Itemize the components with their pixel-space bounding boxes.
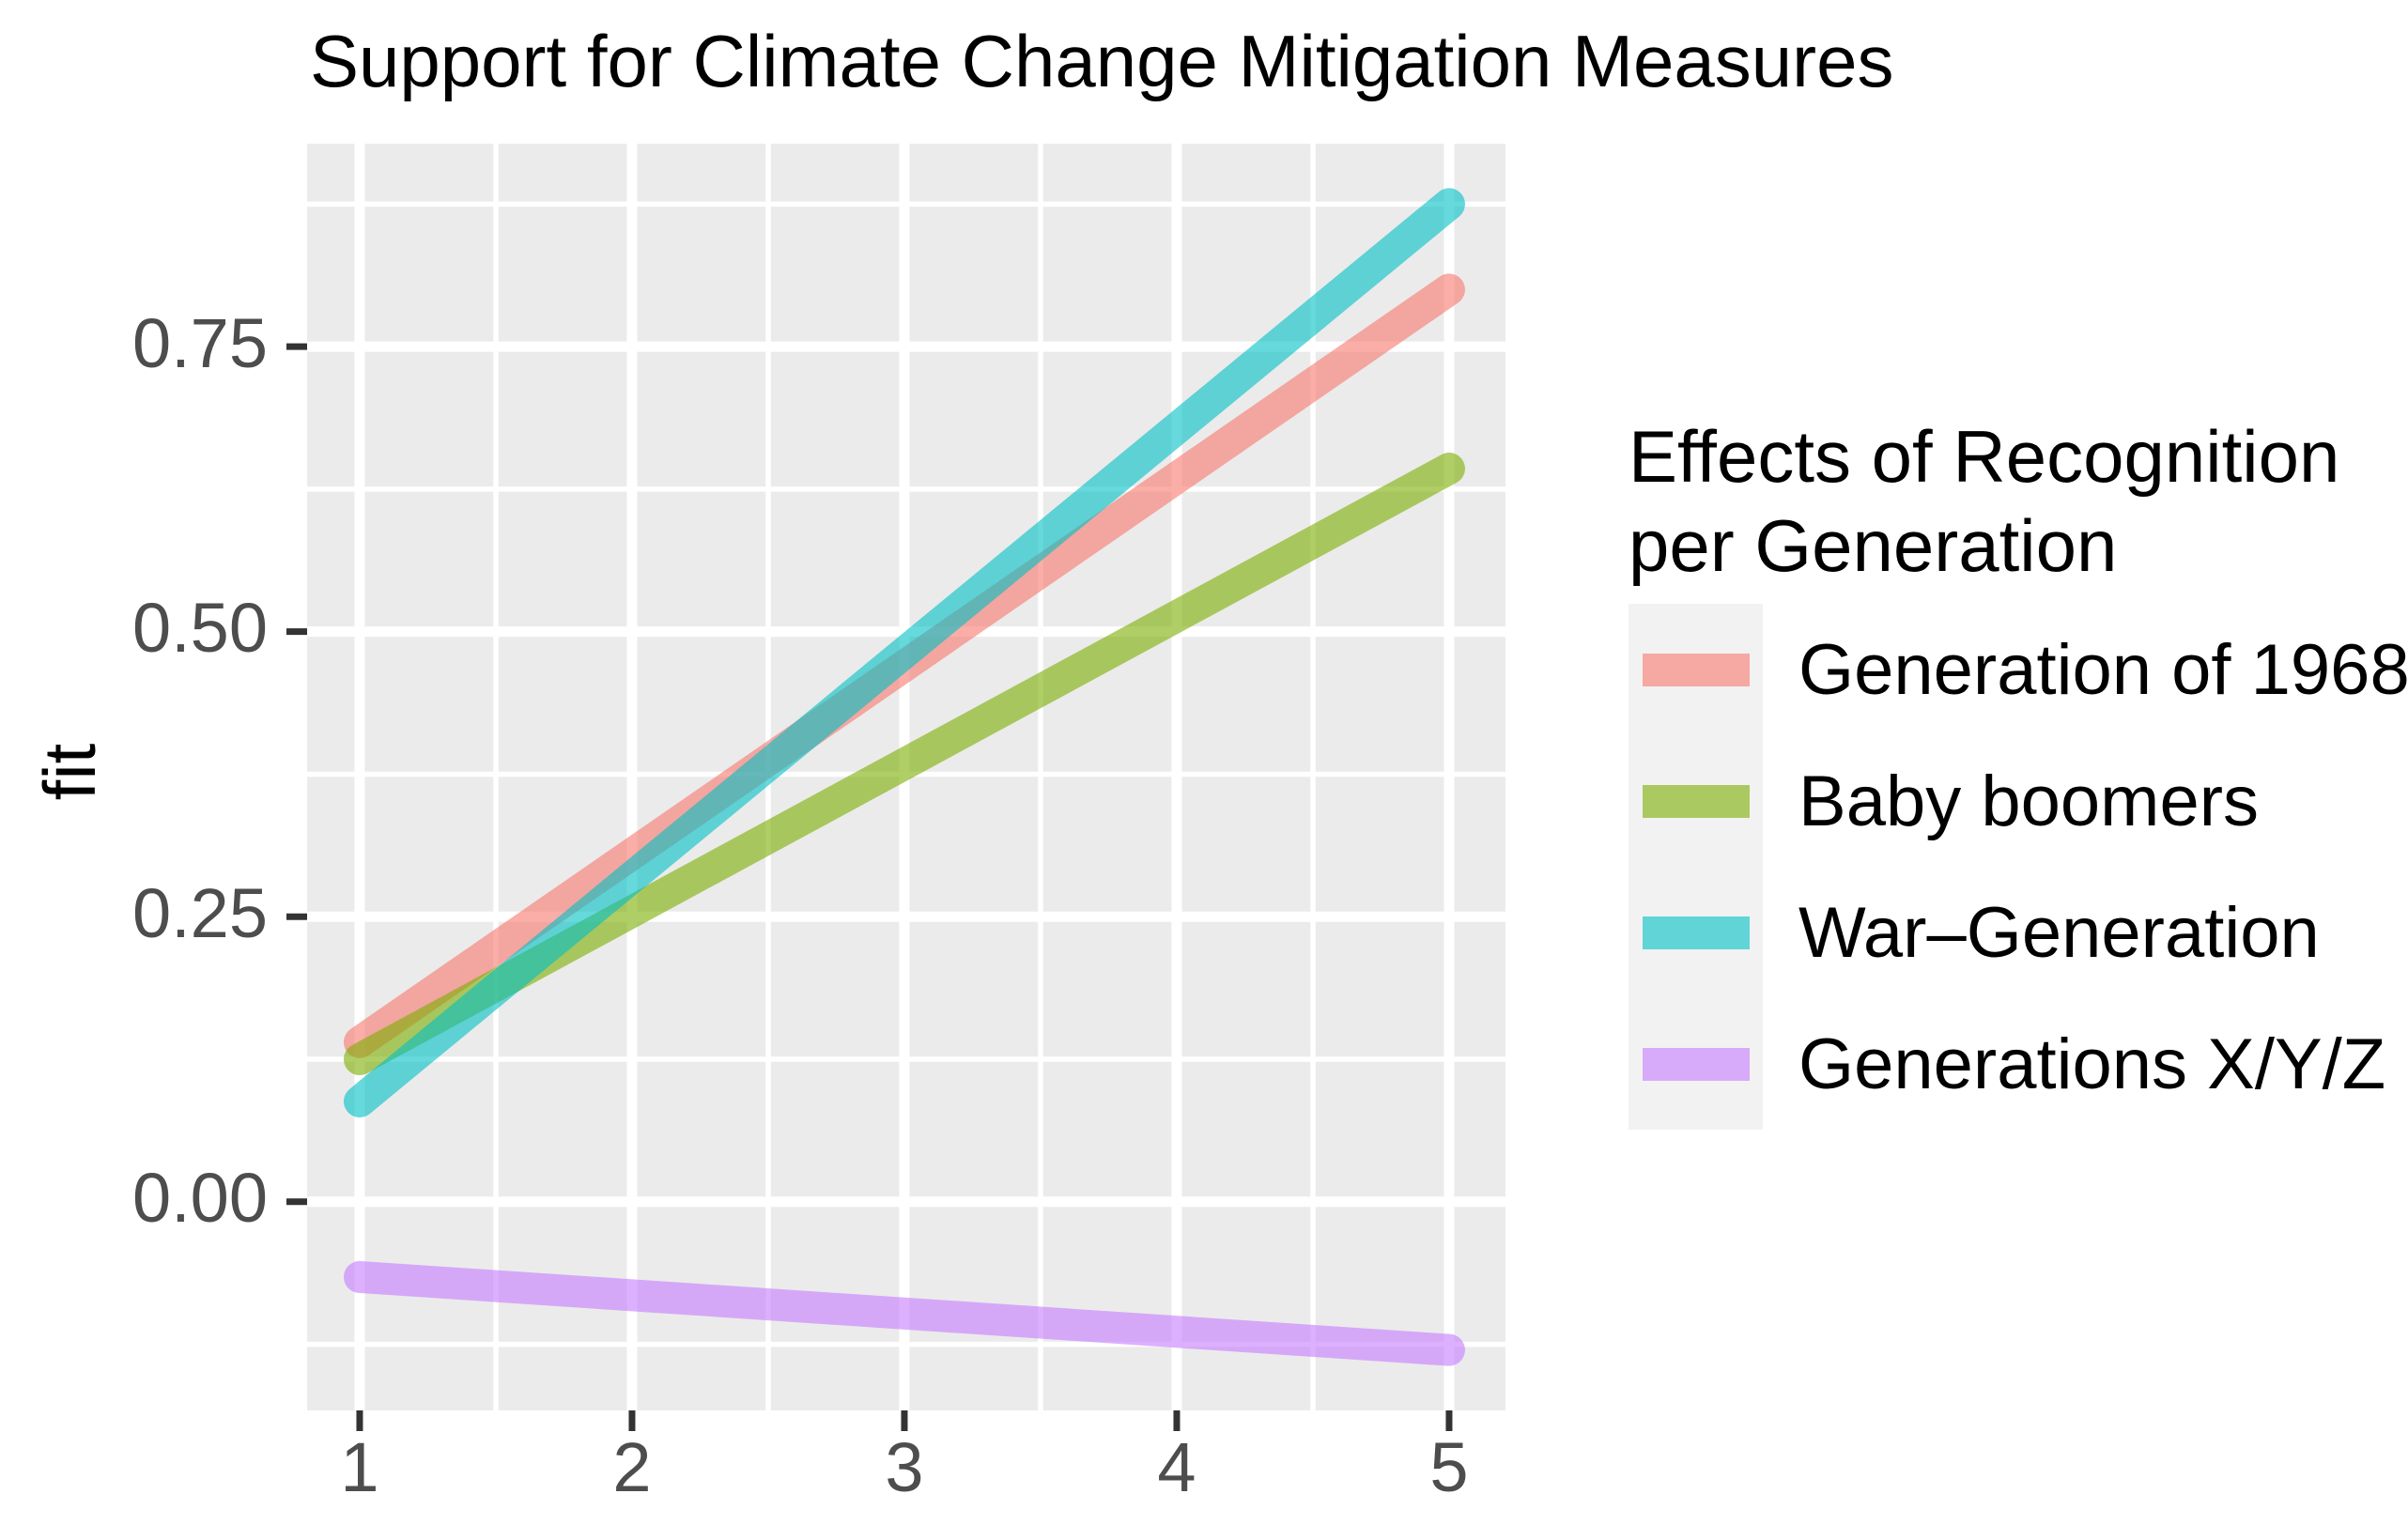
y-tick-label: 0.75 bbox=[131, 303, 268, 382]
legend-swatch-baby-boomers bbox=[1642, 784, 1750, 818]
legend: Effects of Recognition per Generation bbox=[1628, 412, 2339, 591]
legend-label: Baby boomers bbox=[1798, 761, 2260, 841]
y-tick-label: 0.00 bbox=[131, 1159, 268, 1238]
legend-label: Generations X/Y/Z bbox=[1798, 1024, 2386, 1104]
legend-key bbox=[1628, 998, 1763, 1130]
data-line-war-generation bbox=[343, 188, 1465, 1117]
y-tick-label: 0.50 bbox=[131, 589, 268, 668]
x-tick-label: 5 bbox=[1429, 1428, 1469, 1506]
x-tick-label: 4 bbox=[1157, 1428, 1196, 1506]
x-tick-label: 2 bbox=[612, 1428, 652, 1506]
x-tick-label: 3 bbox=[885, 1428, 924, 1506]
legend-key bbox=[1628, 735, 1763, 867]
legend-title: Effects of Recognition per Generation bbox=[1628, 415, 2340, 587]
data-line-generations-x-y-z bbox=[343, 1260, 1465, 1366]
legend-label: Generation of 1968 bbox=[1798, 629, 2408, 710]
legend-label: War–Generation bbox=[1798, 892, 2320, 973]
y-tick-label: 0.25 bbox=[131, 873, 268, 952]
legend-entry-generation-of-1968: Generation of 1968 bbox=[1628, 604, 2408, 735]
legend-swatch-generation-of-1968 bbox=[1642, 653, 1750, 686]
legend-entries: Generation of 1968 Baby boomers War–Genera… bbox=[1628, 604, 2408, 1130]
legend-entry-war-generation: War–Generation bbox=[1628, 867, 2408, 998]
y-axis-title: fit bbox=[28, 743, 111, 801]
legend-key bbox=[1628, 604, 1763, 735]
legend-entry-baby-boomers: Baby boomers bbox=[1628, 735, 2408, 867]
chart-title: Support for Climate Change Mitigation Me… bbox=[310, 20, 1894, 102]
legend-swatch-generations-x-y-z bbox=[1642, 1047, 1750, 1081]
legend-key bbox=[1628, 867, 1763, 998]
legend-swatch-war-generation bbox=[1642, 916, 1750, 949]
legend-entry-generations-x-y-z: Generations X/Y/Z bbox=[1628, 998, 2408, 1130]
x-tick-label: 1 bbox=[340, 1428, 379, 1506]
